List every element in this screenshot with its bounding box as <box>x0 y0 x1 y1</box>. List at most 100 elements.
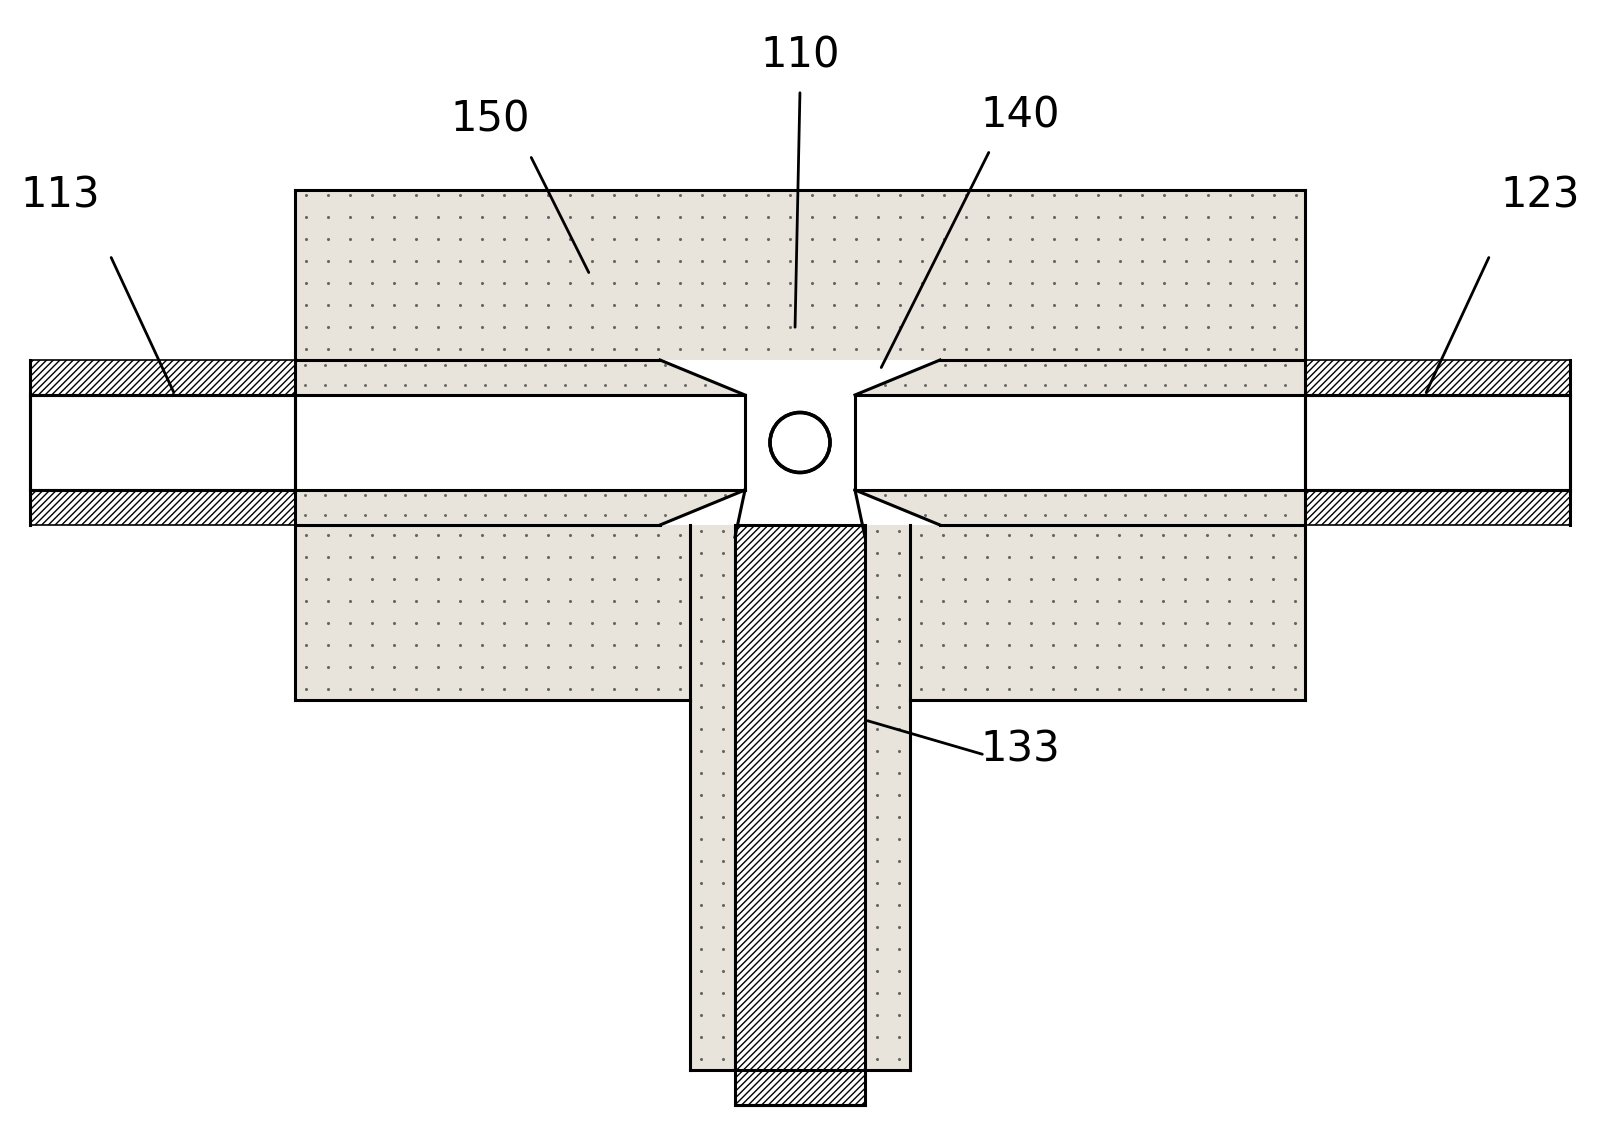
Point <box>821 1028 846 1046</box>
Point <box>710 698 736 716</box>
Point <box>886 544 912 562</box>
Point <box>472 376 498 394</box>
Point <box>1238 274 1264 292</box>
Point <box>293 208 318 226</box>
Point <box>997 592 1022 610</box>
Point <box>534 614 562 632</box>
Point <box>754 610 779 628</box>
Point <box>573 376 598 394</box>
Point <box>798 522 824 540</box>
Point <box>667 230 693 248</box>
Point <box>1150 680 1176 698</box>
Point <box>624 208 650 226</box>
Point <box>552 506 578 525</box>
Point <box>403 296 429 314</box>
Point <box>1062 680 1088 698</box>
Point <box>426 340 451 358</box>
Point <box>798 918 824 936</box>
Point <box>469 230 494 248</box>
Text: 110: 110 <box>760 34 840 76</box>
Point <box>338 252 363 270</box>
Point <box>1019 340 1045 358</box>
Point <box>1106 548 1131 566</box>
Polygon shape <box>294 525 690 700</box>
Point <box>1173 340 1198 358</box>
Point <box>733 1028 758 1046</box>
Point <box>1218 208 1243 226</box>
Point <box>381 318 406 336</box>
Point <box>381 570 406 588</box>
Point <box>602 186 627 204</box>
Point <box>710 720 736 738</box>
Point <box>533 486 558 504</box>
Point <box>976 208 1002 226</box>
Point <box>997 658 1022 676</box>
Point <box>821 1050 846 1068</box>
Point <box>821 698 846 716</box>
Point <box>1282 526 1307 544</box>
Point <box>667 318 693 336</box>
Point <box>864 698 890 716</box>
Point <box>1232 356 1258 374</box>
Point <box>426 318 451 336</box>
Point <box>864 654 890 672</box>
Point <box>821 940 846 958</box>
Point <box>315 186 341 204</box>
Point <box>667 570 693 588</box>
Point <box>733 588 758 606</box>
Point <box>491 252 517 270</box>
Point <box>381 548 406 566</box>
Point <box>754 808 779 826</box>
Point <box>534 592 562 610</box>
Point <box>557 186 582 204</box>
Point <box>448 658 474 676</box>
Point <box>776 984 802 1002</box>
Point <box>469 274 494 292</box>
Point <box>1085 614 1110 632</box>
Point <box>1019 186 1045 204</box>
Point <box>1062 570 1088 588</box>
Point <box>491 614 517 632</box>
Point <box>754 588 779 606</box>
Point <box>909 548 934 566</box>
Point <box>512 486 538 504</box>
Point <box>358 230 386 248</box>
Point <box>533 506 558 525</box>
Point <box>710 1028 736 1046</box>
Point <box>733 654 758 672</box>
Point <box>579 340 605 358</box>
Point <box>776 896 802 914</box>
Point <box>491 186 517 204</box>
Point <box>338 340 363 358</box>
Point <box>426 658 451 676</box>
Point <box>821 654 846 672</box>
Point <box>842 830 867 848</box>
Point <box>1192 356 1218 374</box>
Point <box>754 918 779 936</box>
Point <box>974 592 1000 610</box>
Point <box>1019 296 1045 314</box>
Point <box>864 940 890 958</box>
Point <box>864 984 890 1002</box>
Point <box>1128 680 1154 698</box>
Point <box>1053 506 1078 525</box>
Point <box>1216 658 1242 676</box>
Point <box>690 252 715 270</box>
Point <box>821 296 846 314</box>
Point <box>864 610 890 628</box>
Point <box>1107 274 1133 292</box>
Polygon shape <box>1306 360 1570 525</box>
Point <box>1053 356 1078 374</box>
Point <box>448 318 474 336</box>
Point <box>1040 592 1066 610</box>
Point <box>1040 658 1066 676</box>
Point <box>1062 252 1088 270</box>
Point <box>645 570 670 588</box>
Point <box>842 852 867 870</box>
Point <box>1018 592 1043 610</box>
Point <box>842 522 867 540</box>
Point <box>1032 356 1058 374</box>
Point <box>1293 486 1318 504</box>
Point <box>778 340 803 358</box>
Polygon shape <box>1306 395 1570 490</box>
